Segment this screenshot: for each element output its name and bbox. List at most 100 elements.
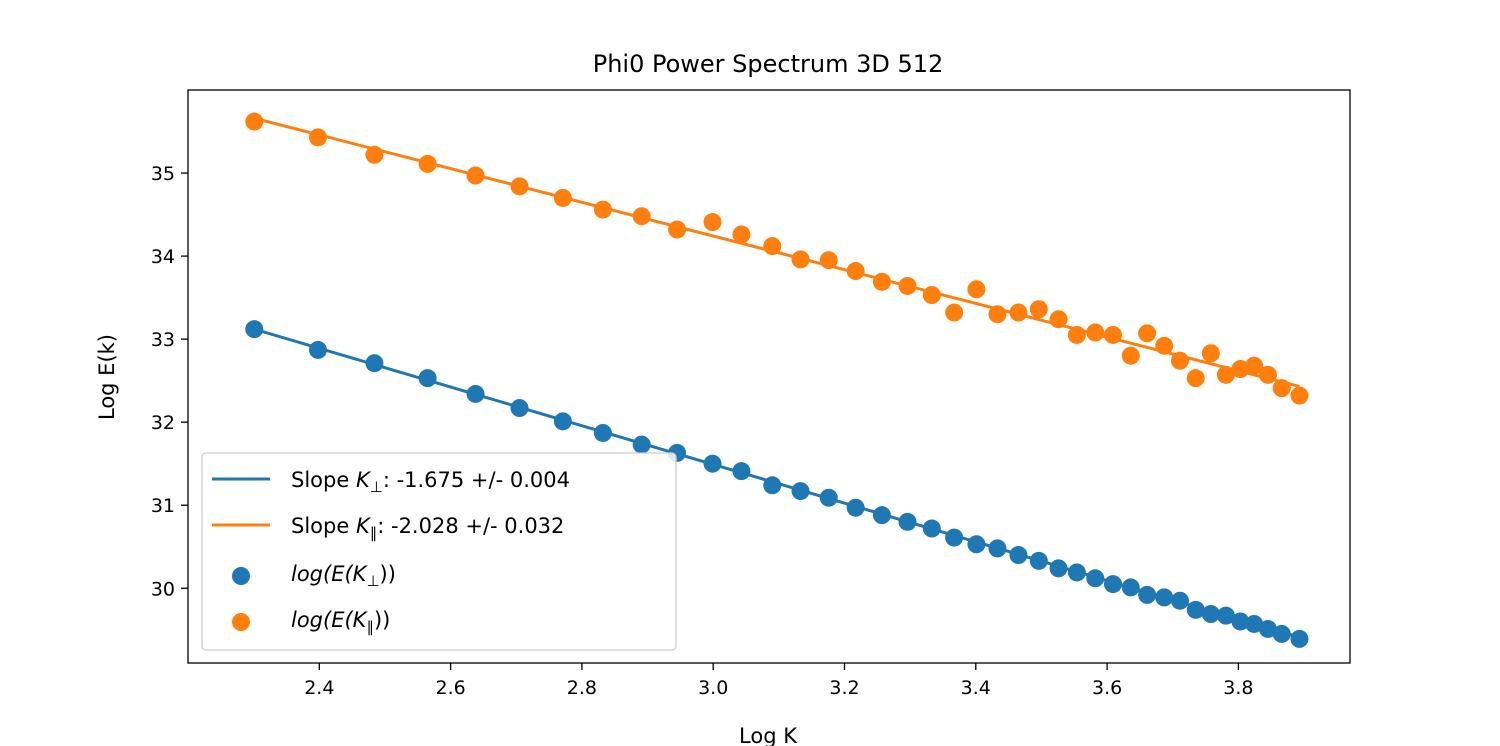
data-point — [898, 276, 917, 295]
data-point — [791, 482, 810, 501]
data-point — [872, 506, 891, 525]
x-tick-label: 2.8 — [567, 677, 597, 699]
data-point — [1272, 624, 1291, 643]
data-point — [1009, 546, 1028, 565]
data-point — [466, 166, 485, 185]
data-point — [1216, 606, 1235, 625]
y-axis-label: Log E(k) — [95, 334, 119, 420]
data-point — [1272, 379, 1291, 398]
data-point — [1086, 323, 1105, 342]
x-tick-label: 2.6 — [435, 677, 465, 699]
data-point — [245, 320, 264, 339]
data-point — [1186, 600, 1205, 619]
data-point — [1049, 310, 1068, 329]
data-point — [593, 200, 612, 219]
data-point — [1049, 559, 1068, 578]
x-tick-label: 3.2 — [829, 677, 859, 699]
data-point — [1086, 569, 1105, 588]
data-point — [732, 462, 751, 481]
legend-label: log(E(K∥)) — [291, 608, 390, 636]
x-tick-label: 3.4 — [961, 677, 991, 699]
legend-item-3: log(E(K∥)) — [232, 608, 390, 636]
series-1 — [245, 112, 1309, 405]
data-point — [988, 305, 1007, 324]
data-point — [1067, 563, 1086, 582]
x-tick-label: 3.6 — [1092, 677, 1122, 699]
data-point — [763, 237, 782, 256]
data-point — [553, 188, 572, 207]
data-point — [732, 225, 751, 244]
data-point — [1138, 324, 1157, 343]
plot-frame — [187, 89, 1351, 664]
legend-label: Slope K⊥: -1.675 +/- 0.004 — [291, 468, 570, 496]
data-point — [553, 412, 572, 431]
data-point — [1245, 614, 1264, 633]
y-axis: 30 31 32 33 34 35 — [151, 163, 188, 600]
data-point — [846, 498, 865, 517]
data-point — [308, 340, 327, 359]
legend-label: Slope K∥: -2.028 +/- 0.032 — [291, 514, 564, 542]
data-point — [632, 207, 651, 226]
data-point — [668, 220, 687, 239]
legend-swatch — [232, 567, 250, 585]
data-point — [418, 154, 437, 173]
data-point — [922, 519, 941, 538]
legend-box — [201, 452, 677, 651]
data-point — [1104, 575, 1123, 594]
series-0 — [245, 320, 1309, 648]
data-point — [1029, 551, 1048, 570]
chart-title: Phi0 Power Spectrum 3D 512 — [593, 50, 944, 78]
legend-label: log(E(K⊥)) — [291, 562, 396, 590]
data-point — [1170, 351, 1189, 370]
data-point — [1258, 619, 1277, 638]
x-tick-label: 3.8 — [1223, 677, 1253, 699]
data-point — [763, 476, 782, 495]
data-point — [791, 250, 810, 269]
data-point — [1155, 336, 1174, 355]
data-point — [1245, 356, 1264, 375]
data-point — [1121, 346, 1140, 365]
data-point — [1258, 365, 1277, 384]
y-tick-label: 31 — [151, 495, 175, 517]
legend-item-0: Slope K⊥: -1.675 +/- 0.004 — [212, 468, 570, 496]
data-point — [1290, 629, 1309, 648]
data-point — [1155, 588, 1174, 607]
x-tick-label: 2.4 — [304, 677, 334, 699]
y-tick-label: 34 — [151, 246, 175, 268]
data-point — [245, 112, 264, 131]
data-point — [988, 539, 1007, 558]
data-point — [1201, 344, 1220, 363]
y-tick-label: 35 — [151, 163, 175, 185]
data-point — [872, 272, 891, 291]
legend-swatch — [232, 613, 250, 631]
data-point — [967, 535, 986, 554]
data-point — [510, 399, 529, 418]
y-tick-label: 32 — [151, 412, 175, 434]
data-point — [1170, 591, 1189, 610]
data-point — [819, 251, 838, 270]
legend: Slope K⊥: -1.675 +/- 0.004 Slope K∥: -2.0… — [201, 452, 677, 651]
data-point — [703, 213, 722, 232]
data-point — [466, 384, 485, 403]
data-point — [1290, 386, 1309, 405]
data-point — [1186, 369, 1205, 388]
data-point — [1009, 303, 1028, 322]
legend-item-1: Slope K∥: -2.028 +/- 0.032 — [212, 514, 564, 542]
data-point — [593, 423, 612, 442]
data-point — [308, 128, 327, 147]
data-point — [1138, 585, 1157, 604]
data-point — [898, 512, 917, 531]
data-point — [1104, 325, 1123, 344]
data-point — [418, 369, 437, 388]
data-point — [632, 435, 651, 454]
data-point — [945, 528, 964, 547]
data-point — [703, 454, 722, 473]
data-point — [1121, 578, 1140, 597]
data-point — [1067, 325, 1086, 344]
legend-item-2: log(E(K⊥)) — [232, 562, 396, 590]
data-point — [967, 280, 986, 299]
plot-area — [245, 112, 1309, 648]
data-point — [846, 262, 865, 281]
data-point — [365, 354, 384, 373]
